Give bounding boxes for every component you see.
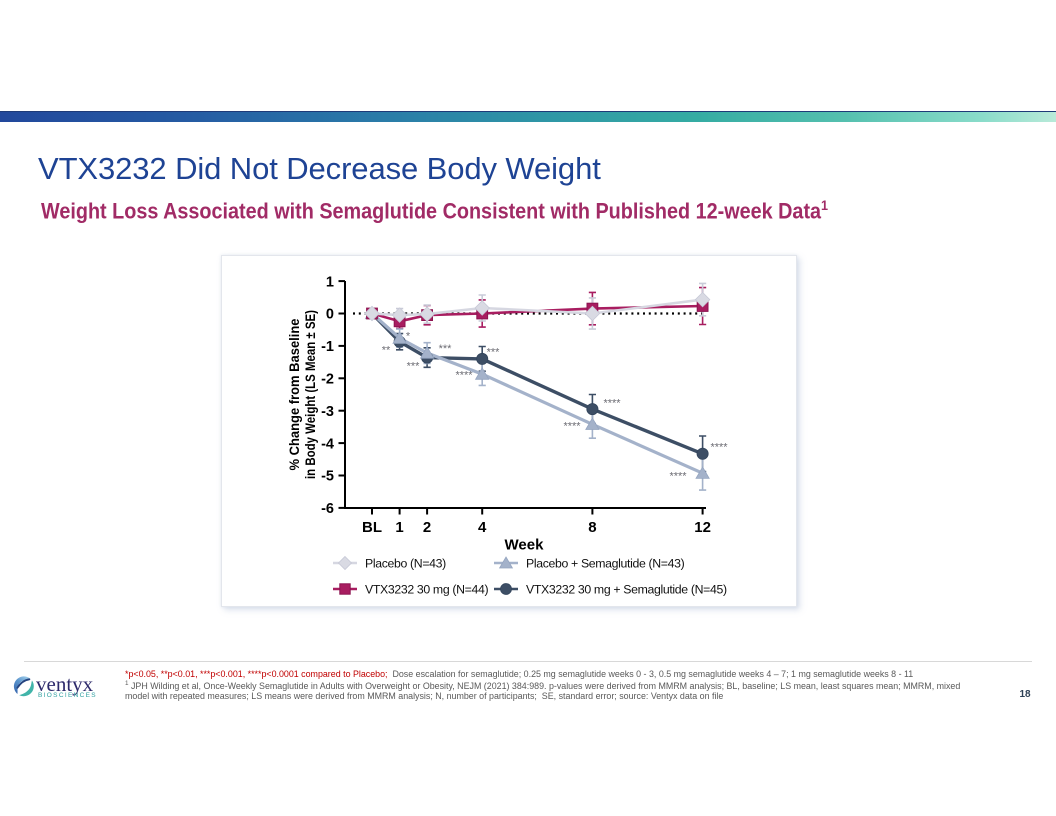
svg-text:***: *** [487,347,501,359]
svg-text:1: 1 [326,274,334,290]
svg-text:Placebo + Semaglutide (N=43): Placebo + Semaglutide (N=43) [526,557,685,571]
svg-text:-4: -4 [321,436,334,452]
svg-text:****: **** [710,442,728,454]
svg-text:-3: -3 [321,404,334,420]
svg-text:VTX3232 30 mg (N=44): VTX3232 30 mg (N=44) [365,583,488,597]
svg-text:12: 12 [694,519,711,536]
svg-text:****: **** [603,398,621,410]
svg-text:****: **** [455,370,473,382]
svg-text:0: 0 [326,307,334,323]
svg-text:2: 2 [423,519,431,536]
svg-text:-5: -5 [321,469,334,485]
svg-text:****: **** [669,471,687,483]
svg-text:Week: Week [505,537,545,554]
svg-text:% Change from Baseline: % Change from Baseline [287,318,302,470]
svg-text:-6: -6 [321,501,334,517]
svg-text:***: *** [407,361,421,373]
svg-text:BL: BL [362,519,382,536]
svg-text:1: 1 [395,519,403,536]
svg-text:Placebo (N=43): Placebo (N=43) [365,557,446,571]
svg-text:8: 8 [588,519,596,536]
svg-text:-2: -2 [321,372,334,388]
svg-text:VTX3232 30 mg + Semaglutide (N: VTX3232 30 mg + Semaglutide (N=45) [526,583,727,597]
svg-text:****: **** [563,421,581,433]
svg-text:4: 4 [478,519,487,536]
svg-text:**: ** [382,345,391,357]
svg-text:-1: -1 [321,339,334,355]
svg-text:*: * [406,331,411,343]
svg-text:***: *** [439,343,453,355]
svg-text:in Body Weight (LS Mean ± SE): in Body Weight (LS Mean ± SE) [303,310,318,479]
